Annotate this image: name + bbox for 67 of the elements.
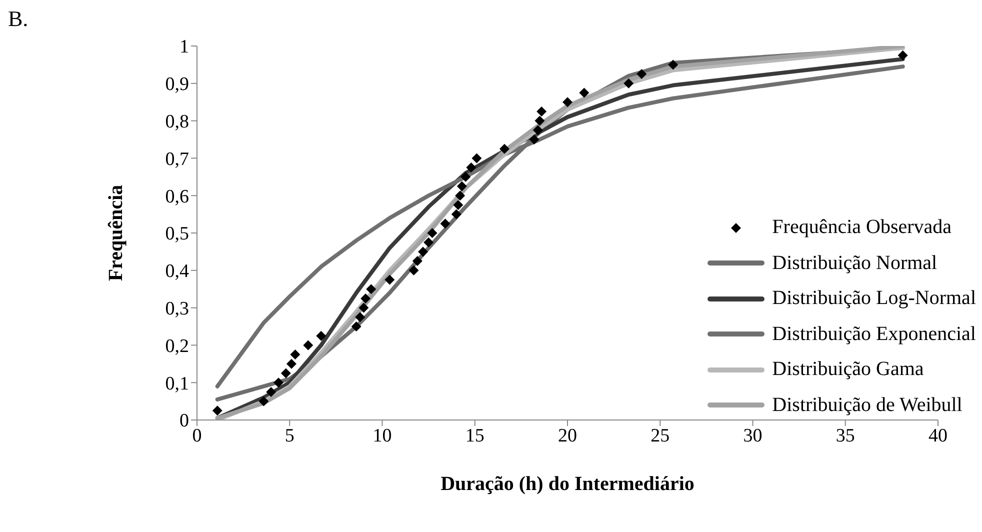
point (456, 181, 467, 192)
point (451, 209, 462, 220)
point (579, 88, 590, 98)
point (280, 368, 291, 378)
point (258, 396, 269, 406)
point (384, 274, 395, 285)
point (366, 284, 376, 294)
point (418, 246, 428, 257)
point (898, 50, 908, 60)
point (466, 162, 476, 173)
point (500, 144, 510, 154)
point (212, 406, 222, 416)
text: B. (8, 6, 28, 32)
point (636, 69, 647, 80)
point (290, 350, 300, 360)
point (303, 340, 314, 350)
point (453, 200, 464, 210)
y-tick-label: 1 (180, 36, 189, 58)
y-tick-label: 0,8 (165, 112, 189, 133)
point (455, 190, 466, 201)
x-tick-label: 10 (372, 425, 392, 446)
y-tick-label: 0,6 (165, 186, 189, 208)
x-tick-label: 30 (743, 425, 762, 446)
point (274, 378, 284, 388)
point (472, 153, 482, 164)
y-tick-label: 0,1 (165, 373, 189, 394)
point (266, 386, 276, 397)
x-tick-label: 15 (465, 425, 484, 446)
x-tick-label: 5 (284, 425, 294, 446)
point (624, 78, 634, 88)
point (316, 330, 326, 341)
y-tick-label: 0,5 (165, 224, 189, 245)
y-tick-label: 0,3 (165, 298, 189, 320)
point (562, 97, 572, 108)
point (351, 322, 362, 332)
point (408, 265, 419, 276)
y-tick-label: 0 (180, 410, 189, 432)
point (460, 172, 471, 182)
x-tick-label: 20 (558, 425, 577, 446)
point (360, 293, 371, 304)
legend-label: Distribuição Gama (772, 358, 924, 382)
point (668, 60, 678, 70)
x-axis-title: Duração (h) do Intermediário (440, 473, 694, 495)
point (534, 116, 545, 126)
x-tick-label: 40 (928, 425, 948, 446)
point (536, 106, 547, 116)
y-axis-title: Frequência (105, 184, 128, 282)
point (286, 358, 296, 369)
point (532, 125, 543, 136)
y-tick-label: 0,4 (165, 261, 190, 282)
point (412, 256, 422, 266)
y-tick-label: 0,9 (165, 74, 189, 96)
y-tick-label: 0,7 (165, 148, 189, 170)
y-tick-label: 0,2 (165, 336, 189, 357)
point (427, 228, 438, 238)
x-tick-label: 35 (836, 425, 855, 446)
legend-label: Distribuição Log-Normal (772, 287, 976, 310)
point (529, 134, 540, 144)
legend-label: Frequência Observada (772, 216, 952, 240)
point (440, 218, 450, 229)
legend-label: Distribuição de Weibull (772, 394, 962, 417)
point (355, 312, 366, 322)
point (358, 302, 369, 313)
x-tick-label: 25 (650, 425, 670, 446)
legend-label: Distribuição Exponencial (772, 322, 976, 346)
point (424, 237, 434, 248)
legend-label: Distribuição Normal (772, 252, 938, 275)
